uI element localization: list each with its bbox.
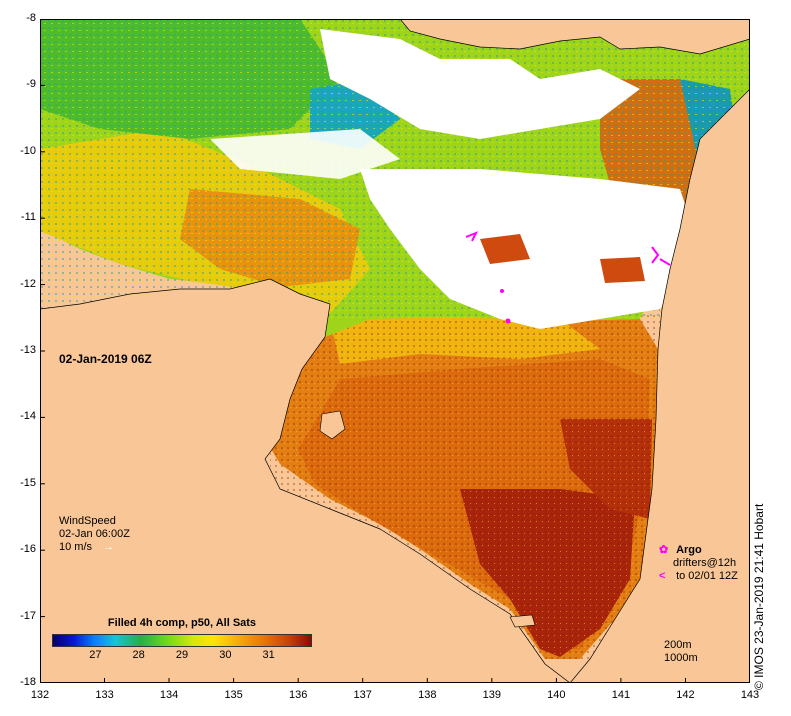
latitude-tick-label: -16 [20, 543, 36, 556]
colorbar-tick-label: 28 [132, 649, 145, 661]
cloud-region-band [210, 129, 400, 179]
longitude-tick-label: 137 [353, 689, 372, 701]
wind-legend: WindSpeed 02-Jan 06:00Z 10 m/s → [59, 515, 130, 554]
sst-colorbar-legend: Filled 4h comp, p50, All Sats 27 28 29 30 31 [52, 617, 312, 661]
cloud-region-central [360, 169, 700, 329]
longitude-tick-label: 136 [288, 689, 308, 701]
contour-200-label: 200m [664, 639, 692, 651]
argo-float-icon: ✿ [659, 544, 669, 556]
imos-credit: © IMOS 23-Jan-2019 21:41 Hobart [752, 503, 766, 690]
new-guinea-land [399, 19, 750, 55]
colorbar-tick-label: 27 [89, 649, 102, 661]
longitude-tick-label: 139 [482, 689, 501, 701]
latitude-tick-label: -10 [20, 144, 36, 157]
groote-eylandt [319, 410, 346, 440]
longitude-tick-label: 142 [676, 689, 695, 701]
depth-contour-legend: 200m 1000m [664, 639, 698, 665]
latitude-tick-label: -12 [20, 277, 36, 290]
argo-legend: ✿ Argo drifters@12h < to 02/01 12Z [659, 544, 738, 583]
drifter-tracks [465, 231, 671, 266]
latitude-tick-label: -17 [20, 609, 36, 622]
latitude-tick-label: -9 [26, 78, 36, 91]
arnhem-land [40, 278, 571, 683]
latitude-tick-label: -8 [26, 12, 36, 24]
argo-floats [500, 289, 511, 324]
arrow-right-icon: → [103, 541, 115, 553]
cloud-region-north [320, 29, 640, 139]
latitude-tick-label: -15 [20, 476, 36, 489]
drifters-label: drifters@12h [673, 557, 737, 569]
colorbar-tick-label: 29 [175, 649, 189, 661]
latitude-tick-label: -13 [20, 344, 36, 356]
longitude-tick-label: 143 [740, 689, 760, 701]
longitude-tick-label: 134 [159, 689, 179, 701]
longitude-tick-label: 138 [418, 689, 437, 701]
colorbar-tick-label: 31 [262, 649, 275, 661]
legend-title: Filled 4h comp, p50, All Sats [107, 617, 257, 629]
drifter-track-icon: < [659, 570, 666, 582]
longitude-tick-label: 140 [547, 689, 566, 701]
longitude-tick-label: 141 [611, 689, 631, 701]
longitude-tick-label: 132 [30, 689, 50, 701]
argo-title: Argo [676, 544, 702, 556]
colorbar [52, 634, 312, 647]
longitude-tick-label: 135 [224, 689, 243, 701]
longitude-tick-label: 133 [95, 689, 114, 701]
wind-scale-label: 10 m/s [59, 541, 93, 553]
wind-time: 02-Jan 06:00Z [59, 528, 130, 540]
wind-title: WindSpeed [59, 515, 116, 527]
timestamp-label: 02-Jan-2019 06Z [59, 352, 152, 366]
cloud-holes [480, 234, 645, 283]
mornington-island [509, 614, 536, 628]
drifters-to-label: to 02/01 12Z [676, 570, 738, 582]
latitude-tick-label: -18 [20, 676, 36, 688]
contour-1000-label: 1000m [664, 652, 698, 664]
latitude-tick-label: -14 [20, 410, 36, 423]
cape-york-land [569, 88, 750, 683]
map-panel: 02-Jan-2019 06Z WindSpeed 02-Jan 06:00Z … [40, 19, 750, 683]
colorbar-tick-label: 30 [219, 649, 232, 661]
latitude-tick-label: -11 [20, 211, 36, 224]
map-canvas [40, 19, 750, 683]
colorbar-ticks: 27 28 29 30 31 [52, 647, 312, 661]
